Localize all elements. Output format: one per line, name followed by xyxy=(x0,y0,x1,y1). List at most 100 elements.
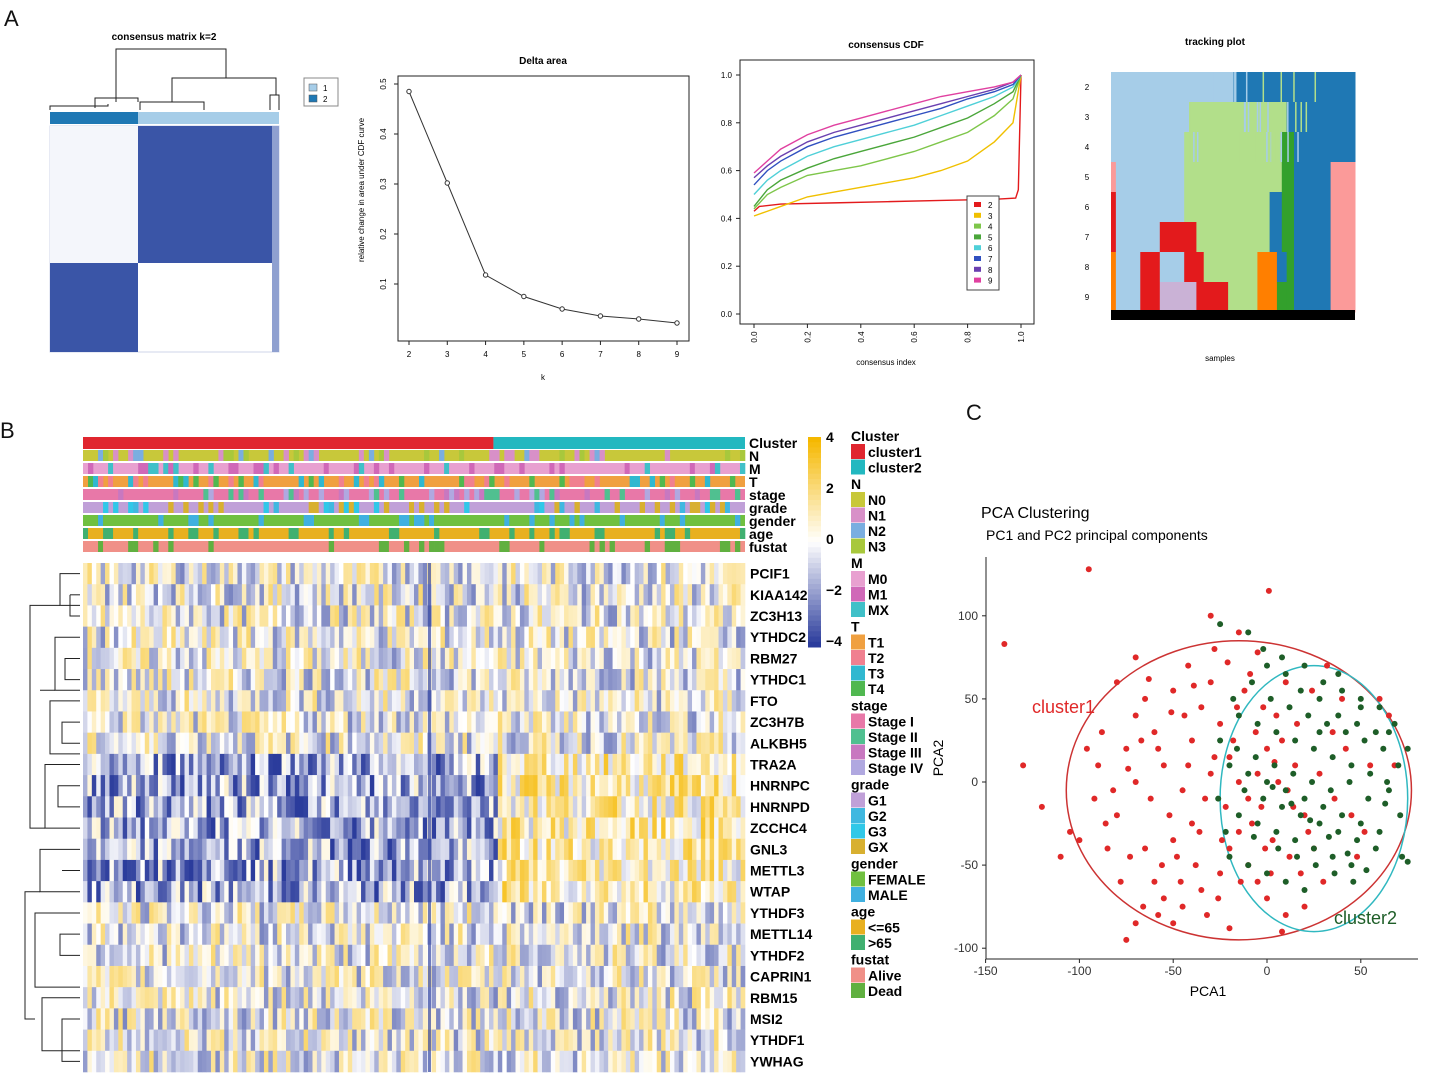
heatmap-cell xyxy=(564,775,569,797)
heatmap-cell xyxy=(639,859,644,882)
heatmap-cell xyxy=(687,965,693,988)
heatmap-cell xyxy=(206,669,212,691)
heatmap-cell xyxy=(581,1050,587,1073)
anno-gender-cell xyxy=(108,515,114,526)
heatmap-cell xyxy=(630,944,635,967)
heatmap-cell xyxy=(436,711,441,733)
heatmap-streak xyxy=(428,563,431,1072)
heatmap-cell xyxy=(83,753,88,776)
heatmap-cell xyxy=(444,881,450,903)
anno-stage-cell xyxy=(108,489,114,500)
heatmap-cell xyxy=(290,647,296,670)
heatmap-cell xyxy=(639,669,644,691)
heatmap-cell xyxy=(541,669,547,691)
anno-M-cell xyxy=(704,463,711,474)
anno-grade-cell xyxy=(474,502,480,513)
heatmap-cell xyxy=(687,881,693,903)
heatmap-cell xyxy=(400,881,406,903)
heatmap-cell xyxy=(391,923,397,946)
heatmap-cell xyxy=(87,647,93,670)
legend-label->65: >65 xyxy=(868,935,892,951)
heatmap-cell xyxy=(338,1029,344,1052)
heatmap-cell xyxy=(162,690,168,712)
anno-grade-cell xyxy=(83,502,89,513)
heatmap-cell xyxy=(731,923,737,946)
heatmap-cell xyxy=(118,1008,124,1030)
heatmap-cell xyxy=(643,965,649,988)
heatmap-cell xyxy=(431,584,437,606)
heatmap-cell xyxy=(91,838,97,861)
heatmap-cell xyxy=(184,647,190,670)
heatmap-cell xyxy=(617,987,622,1009)
heatmap-cell xyxy=(193,711,199,733)
anno-gender-cell xyxy=(664,515,671,526)
heatmap-cell xyxy=(219,881,225,903)
heatmap-cell xyxy=(533,859,538,882)
pca-point-cluster2 xyxy=(1316,695,1323,702)
heatmap-cell xyxy=(338,690,344,712)
anno-grade-cell xyxy=(419,502,425,513)
heatmap-cell xyxy=(188,669,194,691)
anno-N-cell xyxy=(293,450,299,461)
heatmap-cell xyxy=(237,965,243,988)
anno-M-cell xyxy=(163,463,169,474)
pca-point-cluster2 xyxy=(1324,720,1331,727)
heatmap-cell xyxy=(418,796,424,818)
heatmap-cell xyxy=(228,965,234,988)
anno-gender-cell xyxy=(614,515,620,526)
heatmap-cell xyxy=(233,965,238,988)
anno-age-cell xyxy=(539,528,545,539)
heatmap-cell xyxy=(268,1029,274,1052)
heatmap-cell xyxy=(617,944,622,967)
anno-age-cell xyxy=(434,528,440,539)
heatmap-cell xyxy=(175,626,181,649)
heatmap-cell xyxy=(308,732,313,755)
heatmap-cell xyxy=(687,690,693,712)
anno-N-cell xyxy=(308,450,314,461)
heatmap-cell xyxy=(405,923,410,946)
heatmap-cell xyxy=(347,711,353,733)
pca-point-cluster1 xyxy=(1224,659,1231,666)
heatmap-cell xyxy=(316,838,322,861)
heatmap-cell xyxy=(237,881,243,903)
heatmap-cell xyxy=(497,584,503,606)
heatmap-cell xyxy=(466,753,472,776)
pca-point-cluster2 xyxy=(1316,820,1323,827)
heatmap-cell xyxy=(400,605,406,627)
heatmap-cell xyxy=(330,944,335,967)
heatmap-cell xyxy=(669,711,675,733)
anno-age-cell xyxy=(198,528,204,539)
heatmap-cell xyxy=(422,690,428,712)
heatmap-cell xyxy=(391,859,397,882)
heatmap-cell xyxy=(290,690,296,712)
heatmap-cell xyxy=(687,1008,693,1030)
heatmap-cell xyxy=(391,647,397,670)
heatmap-cell xyxy=(268,647,274,670)
heatmap-cell xyxy=(436,1029,441,1052)
heatmap-cell xyxy=(224,753,229,776)
heatmap-cell xyxy=(131,965,137,988)
anno-gender-cell xyxy=(709,515,716,526)
anno-gender-cell xyxy=(619,515,625,526)
heatmap-cell xyxy=(471,669,477,691)
heatmap-cell xyxy=(731,965,737,988)
color-scale-step xyxy=(808,610,821,616)
pca-ylabel: PCA2 xyxy=(930,740,946,777)
pca-point-cluster1 xyxy=(1083,745,1090,752)
heatmap-cell xyxy=(171,817,176,840)
heatmap-cell xyxy=(387,584,393,606)
heatmap-cell xyxy=(431,669,437,691)
heatmap-cell xyxy=(206,796,212,818)
heatmap-cell xyxy=(224,859,229,882)
heatmap-cell xyxy=(440,563,446,585)
heatmap-cell xyxy=(325,626,331,649)
heatmap-cell xyxy=(166,647,172,670)
heatmap-cell xyxy=(135,753,141,776)
anno-M-cell xyxy=(424,463,430,474)
heatmap-cell xyxy=(541,732,547,755)
heatmap-cell xyxy=(330,859,335,882)
heatmap-cell xyxy=(299,563,304,585)
heatmap-cell xyxy=(144,669,150,691)
legend-label-Stage I: Stage I xyxy=(868,714,914,730)
heatmap-cell xyxy=(387,669,393,691)
